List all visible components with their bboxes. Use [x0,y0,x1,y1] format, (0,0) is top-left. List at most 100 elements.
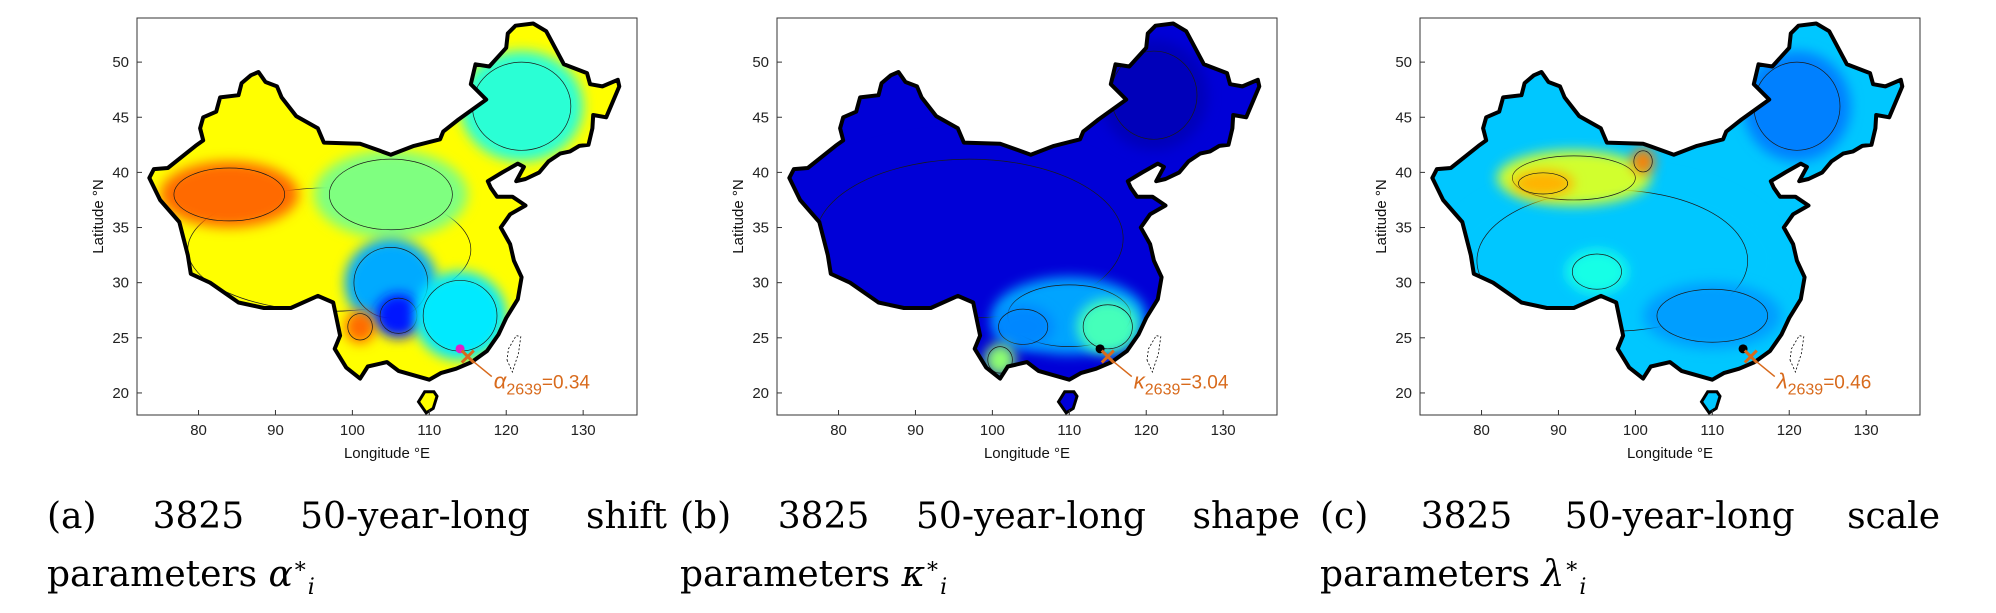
taiwan-outline [1789,335,1805,374]
y-tick-label: 45 [1395,109,1412,126]
y-axis-label: Latitude °N [1373,179,1390,253]
y-tick-label: 45 [752,109,769,126]
region-2 [1077,299,1139,355]
x-tick-label: 130 [1211,422,1236,439]
region-3 [1566,249,1628,294]
x-tick-label: 80 [1473,422,1490,439]
panel-a: 80 90 100 110 120 130 20 25 30 35 40 45 50 Longitude … [0,0,667,603]
taiwan-outline [506,335,522,374]
caption-b: (b) 3825 50-year-long shape parameters κ… [680,496,1300,601]
y-tick-label: 35 [1395,220,1412,237]
y-tick-label: 40 [752,164,769,181]
x-tick-label: 110 [417,422,441,439]
region-5 [1631,148,1655,175]
caption-b-label: (b) [680,496,732,537]
map-chart-c: 80 90 100 110 120 130 20 25 30 35 40 45 50 Longitude … [1373,17,1921,462]
hainan-island [1699,390,1722,415]
y-tick-label: 30 [752,275,769,292]
country-outline [147,21,622,382]
caption-c-text: 3825 50-year-long scale parameters [1320,496,1940,595]
x-tick-label: 120 [494,422,519,439]
caption-b-symbol: κ [901,554,926,595]
x-tick-label: 120 [1777,422,1802,439]
annotation-leader [1752,357,1776,378]
region-1 [160,161,299,228]
y-tick-label: 40 [112,164,129,181]
region-4 [375,293,422,338]
contour-2 [1082,304,1133,350]
region-6 [344,310,376,344]
region-7 [460,51,584,162]
region-5 [413,271,507,360]
y-tick-label: 25 [752,330,769,347]
map-chart-a: 80 90 100 110 120 130 20 25 30 35 40 45 50 Longitude … [90,17,638,462]
contour-6 [347,313,373,341]
x-tick-label: 80 [190,422,207,439]
contour-5 [1633,150,1653,173]
region-6 [1743,51,1851,162]
y-tick-label: 40 [1395,164,1412,181]
caption-a-symbol: α [268,554,293,595]
x-tick-label: 110 [1700,422,1724,439]
y-tick-label: 45 [112,109,129,126]
x-tick-label: 90 [267,422,284,439]
field-layer-0 [149,23,620,380]
y-tick-label: 50 [752,54,769,71]
y-axis-label: Latitude °N [90,179,107,253]
panel-c: 80 90 100 110 120 130 20 25 30 35 40 45 50 Longitude … [1283,0,1940,603]
country-outline [787,21,1262,382]
caption-a: (a) 3825 50-year-long shift parameters α… [47,496,667,601]
contour-2 [1518,172,1569,195]
hainan-island [416,390,439,415]
x-tick-label: 100 [340,422,365,439]
x-tick-label: 130 [1854,422,1879,439]
y-tick-label: 20 [1395,385,1412,402]
contour-1 [1511,155,1636,201]
x-tick-label: 80 [830,422,847,439]
x-tick-label: 90 [907,422,924,439]
y-tick-label: 30 [112,275,129,292]
field-layer-1 [789,23,1260,380]
contour-2 [328,158,453,231]
hainan-island [1056,390,1079,415]
x-axis-label: Longitude °E [344,445,430,462]
x-tick-label: 100 [980,422,1005,439]
caption-a-label: (a) [47,496,97,537]
region-4 [1643,282,1782,349]
region-2 [313,150,468,239]
contour-3 [1571,253,1622,290]
annotation-leader [469,357,493,378]
y-tick-label: 35 [112,220,129,237]
taiwan-outline [1146,335,1162,374]
y-tick-label: 50 [1395,54,1412,71]
country-outline [1430,21,1905,382]
y-tick-label: 25 [112,330,129,347]
x-tick-label: 130 [571,422,596,439]
map-chart-b: 80 90 100 110 120 130 20 25 30 35 40 45 50 Longitude … [730,17,1278,462]
caption-c-label: (c) [1320,496,1369,537]
x-tick-label: 100 [1623,422,1648,439]
caption-b-text: 3825 50-year-long shape parameters [680,496,1300,595]
y-tick-label: 25 [1395,330,1412,347]
caption-c-symbol: λ [1541,554,1565,595]
y-tick-label: 20 [752,385,769,402]
x-tick-label: 90 [1550,422,1567,439]
caption-c: (c) 3825 50-year-long scale parameters λ… [1320,496,1940,601]
x-axis-label: Longitude °E [984,445,1070,462]
annotation-leader [1109,357,1133,378]
contour-1 [173,167,286,222]
contour-4 [987,346,1013,374]
station-annotation: α2639=0.34 [494,369,591,399]
region-2 [1512,170,1574,197]
panel-b: 80 90 100 110 120 130 20 25 30 35 40 45 50 Longitude … [640,0,1300,603]
station-annotation: κ2639=3.04 [1134,369,1229,399]
x-axis-label: Longitude °E [1627,445,1713,462]
station-annotation: λ2639=0.46 [1776,369,1872,399]
y-tick-label: 35 [752,220,769,237]
x-tick-label: 110 [1057,422,1081,439]
contour-4 [1656,288,1769,343]
x-tick-label: 120 [1134,422,1159,439]
y-tick-label: 50 [112,54,129,71]
y-tick-label: 20 [112,385,129,402]
y-tick-label: 30 [1395,275,1412,292]
